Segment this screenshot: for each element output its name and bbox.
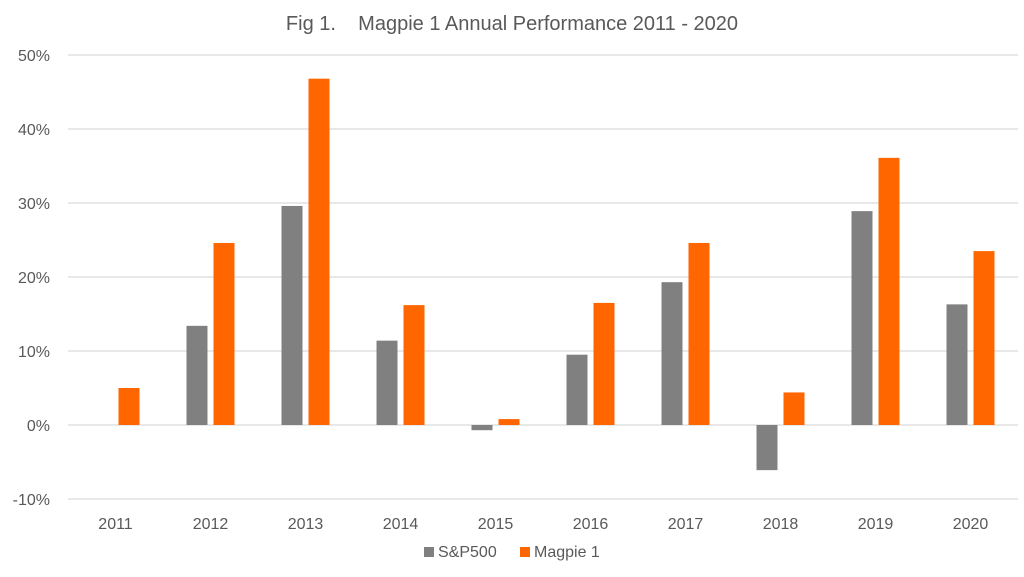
x-axis: 2011 2012 2013 2014 2015 2016 2017 2018 2019 2020 <box>98 516 988 533</box>
x-tick-label: 2016 <box>573 516 609 533</box>
bar-magpie-1-2014 <box>403 305 425 425</box>
gridlines <box>68 54 1018 500</box>
bar-s-p500-2019 <box>851 211 873 425</box>
legend-swatch-magpie-1 <box>520 547 530 557</box>
bar-magpie-1-2017 <box>688 242 710 425</box>
bar-magpie-1-2018 <box>783 392 805 425</box>
bar-s-p500-2018 <box>756 425 778 471</box>
bar-magpie-1-2020 <box>973 251 995 425</box>
x-tick-label: 2020 <box>953 516 989 533</box>
x-tick-label: 2012 <box>193 516 229 533</box>
bar-magpie-1-2019 <box>878 157 900 426</box>
bar-s-p500-2015 <box>471 425 493 431</box>
x-tick-label: 2014 <box>383 516 419 533</box>
bar-s-p500-2014 <box>376 340 398 425</box>
bar-magpie-1-2013 <box>308 78 330 426</box>
bar-s-p500-2020 <box>946 304 968 425</box>
x-tick-label: 2019 <box>858 516 894 533</box>
y-tick-label: 50% <box>18 48 50 65</box>
y-tick-label: 30% <box>18 196 50 213</box>
bar-magpie-1-2012 <box>213 242 235 425</box>
bar-magpie-1-2011 <box>118 388 140 425</box>
x-tick-label: 2013 <box>288 516 324 533</box>
y-tick-label: 40% <box>18 122 50 139</box>
chart-title: Fig 1. Magpie 1 Annual Performance 2011 … <box>286 13 738 35</box>
bar-s-p500-2016 <box>566 354 588 425</box>
bar-magpie-1-2016 <box>593 302 615 425</box>
legend-label-s-p500: S&P500 <box>438 544 497 561</box>
legend-label-magpie-1: Magpie 1 <box>534 544 600 561</box>
y-tick-label: -10% <box>13 492 50 509</box>
x-tick-label: 2015 <box>478 516 514 533</box>
bar-s-p500-2013 <box>281 205 303 425</box>
x-tick-label: 2011 <box>98 516 133 533</box>
legend-swatch-s-p500 <box>424 547 434 557</box>
bar-s-p500-2017 <box>661 282 683 425</box>
y-tick-label: 10% <box>18 344 50 361</box>
bar-s-p500-2012 <box>186 325 208 425</box>
legend: S&P500 Magpie 1 <box>424 544 600 561</box>
bars <box>118 78 995 471</box>
y-axis: -10% 0% 10% 20% 30% 40% 50% <box>13 48 50 509</box>
bar-magpie-1-2015 <box>498 419 520 425</box>
x-tick-label: 2018 <box>763 516 799 533</box>
x-tick-label: 2017 <box>668 516 704 533</box>
y-tick-label: 20% <box>18 270 50 287</box>
y-tick-label: 0% <box>27 418 50 435</box>
